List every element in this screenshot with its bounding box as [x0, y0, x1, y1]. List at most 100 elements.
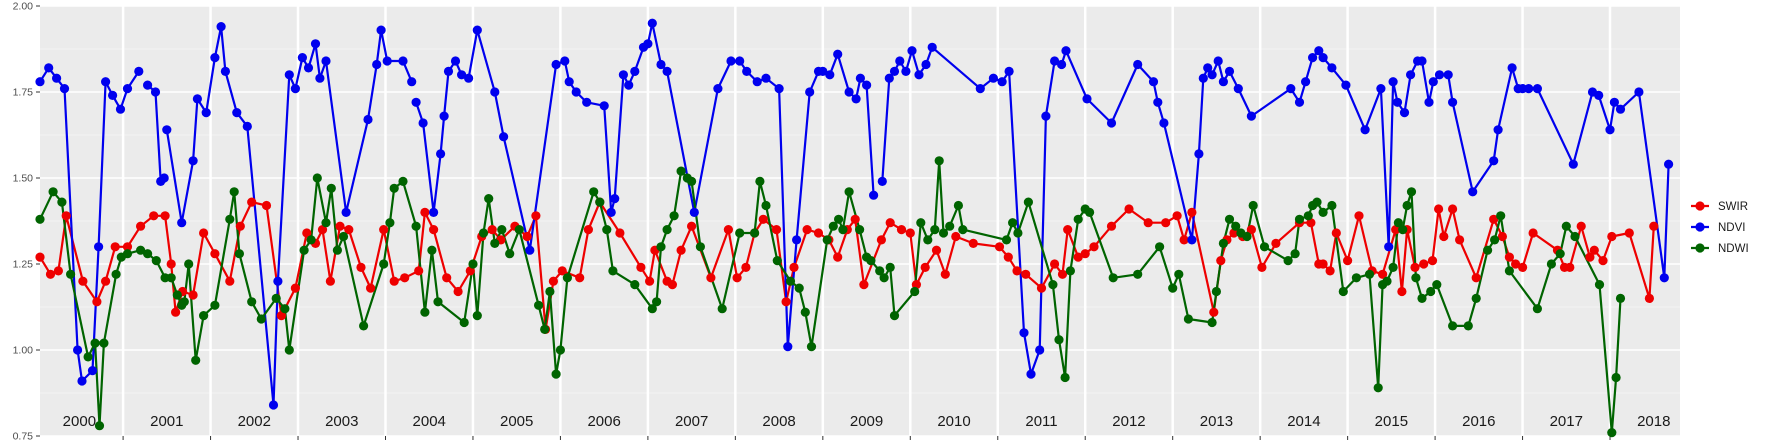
- ndwi-point: [750, 228, 760, 238]
- ndwi-point: [271, 293, 281, 303]
- ndvi-point: [1448, 97, 1458, 107]
- ndvi-point: [1187, 235, 1197, 245]
- ndvi-point: [742, 66, 752, 76]
- ndwi-point: [602, 225, 612, 235]
- ndvi-point: [1004, 66, 1014, 76]
- swir-point: [247, 197, 257, 207]
- ndvi-point: [1153, 97, 1163, 107]
- ndwi-point: [1303, 211, 1313, 221]
- ndvi-point: [94, 242, 104, 252]
- ndwi-point: [210, 300, 220, 310]
- swir-point: [1063, 225, 1073, 235]
- swir-point: [1106, 221, 1117, 231]
- legend-label-swir: SWIR: [1718, 201, 1748, 213]
- swir-point: [1271, 238, 1281, 248]
- ndwi-point: [822, 235, 832, 245]
- ndwi-point: [1008, 218, 1018, 228]
- ndwi-point: [199, 311, 209, 321]
- swir-point: [1410, 262, 1420, 272]
- y-axis: 0.75 1.00 1.25 1.50 1.75 2.00: [13, 1, 40, 442]
- swir-point: [1378, 269, 1388, 279]
- ndvi-point: [1664, 159, 1674, 169]
- ndvi-point: [921, 59, 931, 70]
- ndvi-point: [735, 56, 745, 66]
- ndwi-point: [1108, 273, 1118, 283]
- swir-point: [149, 211, 159, 221]
- ndvi-point: [761, 73, 771, 83]
- ndwi-point: [608, 266, 618, 276]
- ndvi-point: [108, 90, 118, 100]
- swir-point: [1209, 307, 1219, 317]
- year-label: 2016: [1462, 413, 1495, 430]
- legend-label-ndvi: NDVI: [1718, 222, 1745, 234]
- ndvi-point: [1376, 84, 1386, 94]
- ndvi-point: [464, 73, 474, 83]
- ndvi-point: [1659, 273, 1669, 283]
- swir-point: [968, 238, 978, 248]
- y-tick-label: 1.25: [13, 259, 34, 271]
- swir-point: [225, 276, 235, 286]
- swir-point: [1649, 221, 1659, 231]
- ndwi-point: [284, 345, 294, 355]
- ndwi-point: [332, 245, 342, 255]
- ndwi-point: [1048, 280, 1058, 290]
- swir-point: [1036, 283, 1047, 293]
- ndwi-point: [945, 221, 955, 231]
- ndwi-point: [717, 304, 727, 314]
- swir-point: [261, 200, 272, 211]
- ndwi-point: [794, 283, 804, 293]
- ndvi-point: [884, 73, 894, 83]
- ndwi-point: [1532, 304, 1542, 314]
- swir-point: [188, 290, 198, 300]
- ndwi-point: [1432, 280, 1442, 290]
- swir-point: [1124, 204, 1134, 214]
- ndwi-point: [427, 245, 437, 255]
- year-label: 2003: [325, 413, 358, 430]
- year-label: 2004: [413, 413, 446, 430]
- ndwi-point: [94, 421, 105, 431]
- ndwi-point: [785, 276, 796, 286]
- swir-point: [813, 228, 824, 238]
- ndwi-point: [1426, 286, 1436, 297]
- ndwi-point: [497, 225, 507, 235]
- ndvi-point: [297, 53, 307, 63]
- ndvi-point: [1443, 70, 1453, 80]
- swir-point: [706, 273, 716, 283]
- ndwi-point: [1168, 283, 1178, 293]
- ndwi-point: [411, 221, 421, 231]
- ndvi-point: [457, 70, 467, 80]
- ndwi-point: [1402, 200, 1412, 211]
- ndwi-point: [1290, 249, 1300, 259]
- swir-point: [931, 245, 942, 255]
- swir-point: [53, 266, 64, 276]
- swir-point: [356, 262, 366, 272]
- swir-point: [850, 214, 860, 224]
- ndwi-point: [151, 256, 161, 266]
- ndvi-point: [1218, 77, 1228, 87]
- swir-point: [1624, 228, 1634, 238]
- ndwi-point: [1398, 225, 1408, 235]
- ndvi-point: [268, 400, 279, 410]
- ndvi-point: [1424, 97, 1434, 107]
- ndvi-point: [833, 49, 843, 59]
- ndwi-point: [1351, 273, 1361, 283]
- ndvi-point: [630, 66, 640, 76]
- year-label: 2018: [1637, 413, 1670, 430]
- ndvi-point: [844, 87, 854, 97]
- ndwi-point: [1318, 207, 1328, 217]
- ndvi-point: [1594, 90, 1604, 100]
- ndwi-point: [1065, 266, 1075, 276]
- ndvi-point: [610, 194, 620, 204]
- swir-point: [453, 286, 463, 297]
- ndwi-point: [99, 338, 109, 348]
- swir-point: [940, 269, 950, 279]
- ndwi-series-line: [39, 159, 1622, 434]
- swir-point: [45, 269, 56, 279]
- ndvi-point: [59, 84, 70, 94]
- ndvi-point: [997, 77, 1007, 87]
- ndvi-point: [101, 77, 111, 87]
- ndvi-point: [713, 84, 723, 94]
- ndvi-point: [689, 207, 699, 217]
- year-label: 2013: [1200, 413, 1233, 430]
